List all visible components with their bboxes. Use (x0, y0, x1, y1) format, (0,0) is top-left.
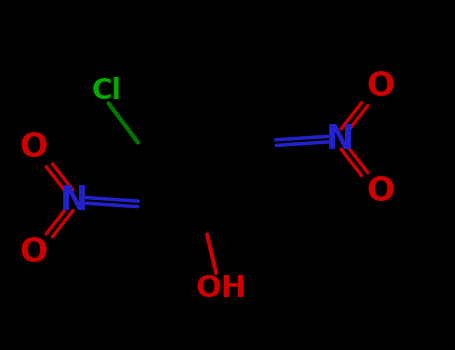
Text: O: O (367, 175, 395, 208)
Text: N: N (326, 122, 354, 156)
Text: O: O (19, 236, 47, 270)
Text: O: O (19, 131, 47, 164)
Text: O: O (367, 70, 395, 103)
Text: Cl: Cl (91, 77, 121, 105)
Text: OH: OH (195, 274, 246, 303)
Text: N: N (61, 184, 88, 217)
